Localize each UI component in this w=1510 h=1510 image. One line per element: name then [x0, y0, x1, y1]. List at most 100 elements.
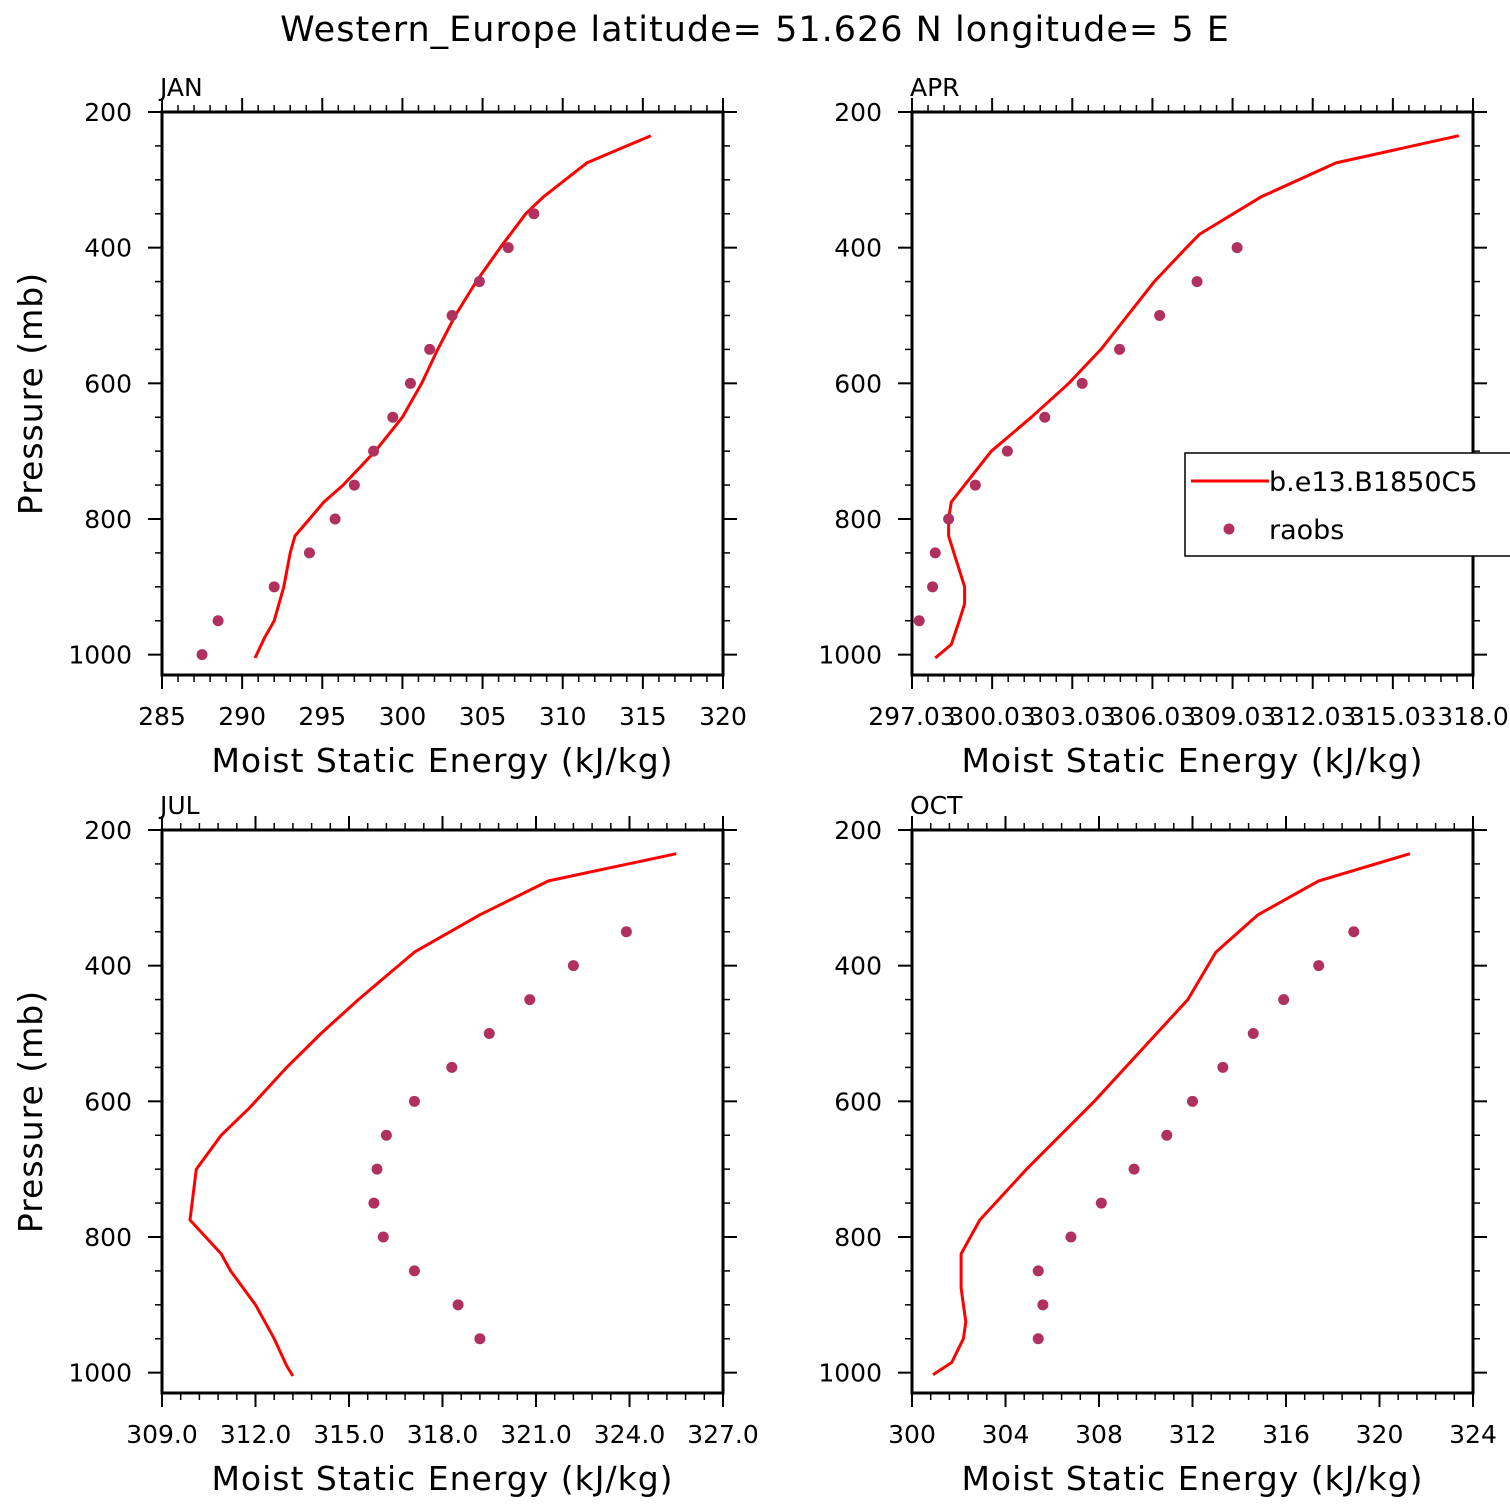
x-tick-label: 304: [982, 1420, 1030, 1449]
data-layer: [932, 852, 1411, 1376]
raobs-point: [212, 615, 224, 627]
x-tick-label: 300.03: [948, 702, 1035, 731]
legend: b.e13.B1850C5 raobs: [1184, 452, 1510, 557]
x-tick-label: 300: [379, 702, 427, 731]
raobs-point: [1348, 926, 1360, 938]
x-tick-label: 315.0: [313, 1420, 385, 1449]
y-tick-label: 400: [834, 952, 882, 981]
raobs-point: [929, 547, 941, 559]
x-tick-label: 312.03: [1269, 702, 1356, 731]
x-axis-label: Moist Static Energy (kJ/kg): [961, 1459, 1423, 1498]
y-tick-label: 600: [84, 369, 132, 398]
x-tick-label: 324.0: [594, 1420, 666, 1449]
raobs-point: [474, 1333, 486, 1345]
raobs-point: [196, 649, 208, 661]
raobs-point: [377, 1231, 389, 1243]
raobs-point: [446, 1061, 458, 1073]
raobs-point: [1065, 1231, 1077, 1243]
x-tick-label: 300: [888, 1420, 936, 1449]
y-tick-label: 400: [834, 234, 882, 263]
raobs-point: [1313, 960, 1325, 972]
panel-oct: OCT 300 304 308 312 316 320 324 200 400 600 800 1000…: [818, 791, 1496, 1498]
raobs-point: [1039, 411, 1051, 423]
model-series-line: [188, 852, 677, 1377]
x-tick-label: 320: [699, 702, 747, 731]
y-tick-label: 400: [84, 234, 132, 263]
figure-title: Western_Europe latitude= 51.626 N longit…: [280, 10, 1230, 50]
raobs-point: [404, 377, 416, 389]
x-tick-label: 318.0: [1437, 702, 1509, 731]
x-tick-label: 309.0: [126, 1420, 198, 1449]
y-tick-label: 200: [84, 816, 132, 845]
raobs-point: [1114, 343, 1126, 355]
x-axis-label: Moist Static Energy (kJ/kg): [211, 1459, 673, 1498]
raobs-point: [380, 1129, 392, 1141]
raobs-point: [452, 1299, 464, 1311]
legend-point-swatch: [1223, 523, 1235, 535]
x-tick-label: 305: [459, 702, 507, 731]
panel-label: APR: [910, 73, 960, 102]
raobs-point: [1032, 1333, 1044, 1345]
x-tick-label: 295: [298, 702, 346, 731]
raobs-point: [1154, 309, 1166, 321]
x-tick-label: 306.03: [1109, 702, 1196, 731]
x-tick-label: 324: [1449, 1420, 1497, 1449]
raobs-point: [483, 1027, 495, 1039]
raobs-point: [1247, 1027, 1259, 1039]
x-tick-label: 309.03: [1189, 702, 1276, 731]
x-tick-label: 316: [1262, 1420, 1310, 1449]
y-tick-label: 600: [834, 369, 882, 398]
raobs-point: [1187, 1095, 1198, 1107]
y-tick-label: 200: [834, 816, 882, 845]
plot-frame: [910, 828, 1475, 1395]
data-layer: [913, 134, 1460, 660]
panel-jan: JAN 285 290 295 300 305 310 315 320 200 400 600 800 1…: [11, 73, 747, 780]
x-tick-label: 327.0: [687, 1420, 759, 1449]
raobs-point: [446, 309, 458, 321]
raobs-point: [1037, 1299, 1049, 1311]
y-axis-label: Pressure (mb): [11, 272, 50, 515]
y-tick-label: 400: [84, 952, 132, 981]
y-axis-label: Pressure (mb): [11, 990, 50, 1233]
raobs-point: [408, 1095, 420, 1107]
panel-label: OCT: [910, 791, 963, 820]
y-tick-label: 200: [834, 98, 882, 127]
legend-entry: b.e13.B1850C5: [1269, 467, 1478, 498]
raobs-point: [368, 445, 380, 457]
x-tick-label: 308: [1075, 1420, 1123, 1449]
model-series-line: [253, 134, 652, 659]
raobs-point: [1278, 994, 1290, 1006]
raobs-point: [1095, 1197, 1107, 1209]
raobs-point: [387, 411, 399, 423]
x-axis-label: Moist Static Energy (kJ/kg): [211, 741, 673, 780]
raobs-point: [1191, 276, 1203, 288]
x-tick-label: 285: [138, 702, 186, 731]
plot-frame: [910, 110, 1475, 677]
panel-label: JAN: [158, 73, 203, 102]
raobs-point: [368, 1197, 380, 1209]
raobs-point: [1032, 1265, 1044, 1277]
x-axis-label: Moist Static Energy (kJ/kg): [961, 741, 1423, 780]
y-tick-label: 800: [834, 505, 882, 534]
y-tick-label: 800: [84, 505, 132, 534]
x-tick-label: 297.03: [868, 702, 955, 731]
y-tick-label: 800: [834, 1223, 882, 1252]
data-layer: [188, 852, 677, 1377]
raobs-point: [913, 615, 925, 627]
raobs-point: [473, 276, 485, 288]
raobs-point: [408, 1265, 420, 1277]
raobs-point: [943, 513, 955, 525]
raobs-point: [927, 581, 939, 593]
panel-label: JUL: [158, 791, 200, 820]
raobs-point: [1161, 1129, 1173, 1141]
x-tick-label: 312: [1169, 1420, 1217, 1449]
y-tick-label: 1000: [818, 641, 882, 670]
x-tick-label: 315.03: [1349, 702, 1436, 731]
y-tick-label: 1000: [818, 1359, 882, 1388]
raobs-point: [502, 242, 514, 254]
x-tick-label: 315: [619, 702, 667, 731]
raobs-point: [268, 581, 280, 593]
panel-jul: JUL 309.0 312.0 315.0 318.0 321.0 324.0 327.0 20…: [11, 791, 759, 1498]
raobs-point: [348, 479, 360, 491]
